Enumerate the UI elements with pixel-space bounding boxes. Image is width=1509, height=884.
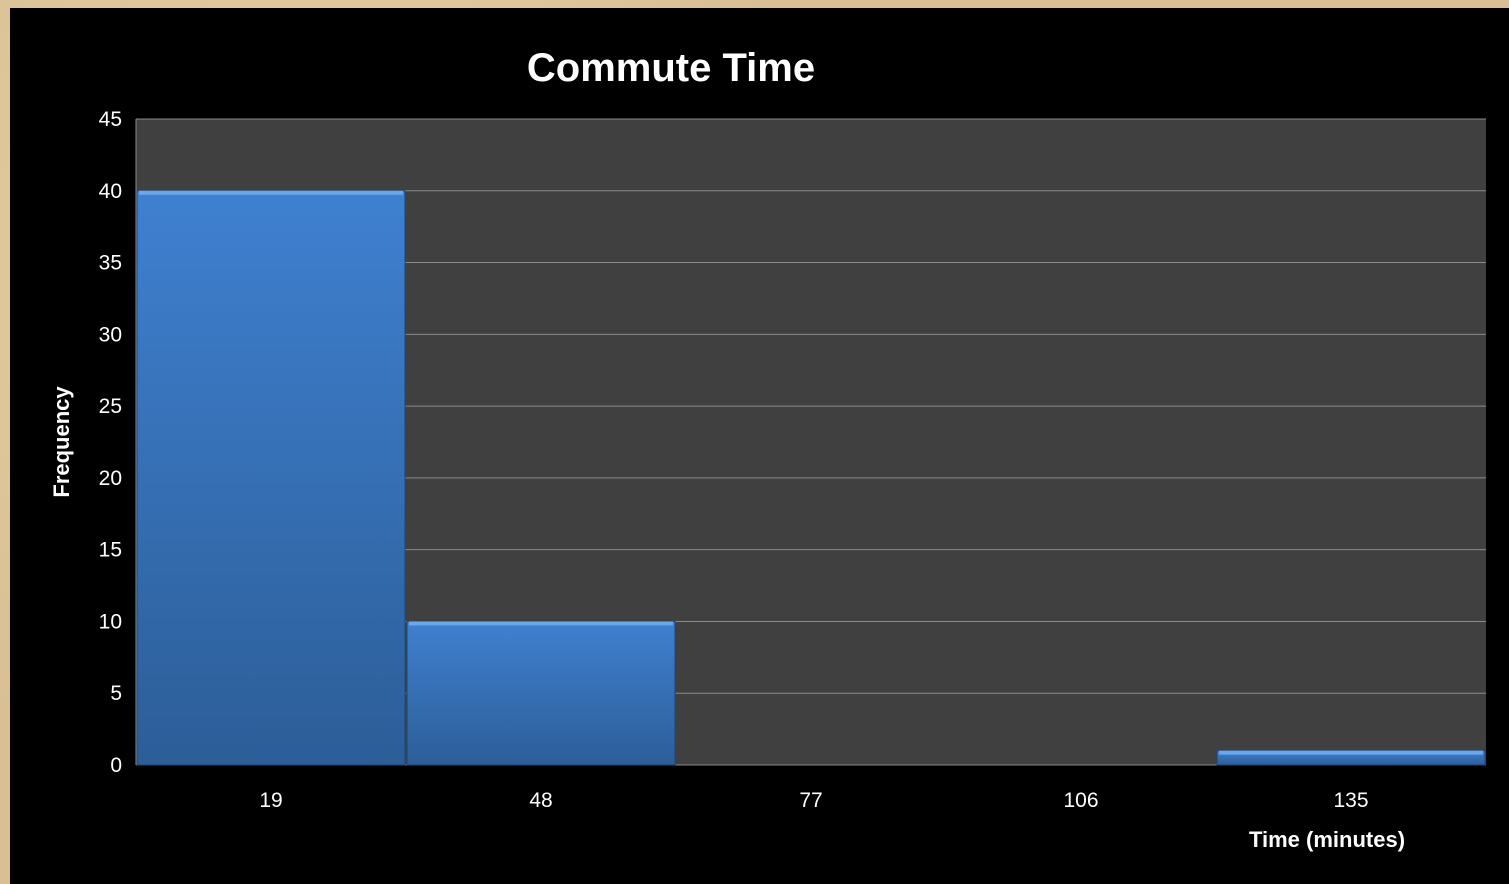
histogram-chart: Commute Time 0 5 10 15 20 25 30 35 40 45 19 48 77 10… bbox=[49, 46, 1486, 852]
y-tick-label-20: 20 bbox=[99, 467, 122, 490]
y-tick-label-45: 45 bbox=[99, 108, 122, 131]
chart-frame: Commute Time 0 5 10 15 20 25 30 35 40 45 19 48 77 10… bbox=[10, 8, 1509, 884]
bars bbox=[136, 190, 1486, 766]
x-tick-label-106: 106 bbox=[1063, 789, 1098, 812]
x-axis-ticks: 19 48 77 106 135 bbox=[259, 789, 1368, 812]
bar-48 bbox=[406, 620, 676, 766]
x-tick-label-77: 77 bbox=[799, 789, 822, 812]
y-tick-label-25: 25 bbox=[99, 395, 122, 418]
y-tick-label-30: 30 bbox=[99, 323, 122, 346]
chart-title: Commute Time bbox=[527, 46, 815, 90]
bar-19 bbox=[136, 190, 406, 766]
y-axis-title: Frequency bbox=[49, 386, 74, 498]
y-tick-label-40: 40 bbox=[99, 180, 122, 203]
x-axis-title: Time (minutes) bbox=[1249, 827, 1405, 852]
y-tick-label-35: 35 bbox=[99, 252, 122, 275]
y-tick-label-15: 15 bbox=[99, 539, 122, 562]
y-axis-ticks: 0 5 10 15 20 25 30 35 40 45 bbox=[99, 108, 122, 777]
x-tick-label-135: 135 bbox=[1333, 789, 1368, 812]
x-tick-label-48: 48 bbox=[529, 789, 552, 812]
y-tick-label-10: 10 bbox=[99, 610, 122, 633]
y-tick-label-0: 0 bbox=[110, 754, 122, 777]
bar-135 bbox=[1216, 750, 1486, 766]
x-tick-label-19: 19 bbox=[259, 789, 282, 812]
y-tick-label-5: 5 bbox=[110, 682, 122, 705]
